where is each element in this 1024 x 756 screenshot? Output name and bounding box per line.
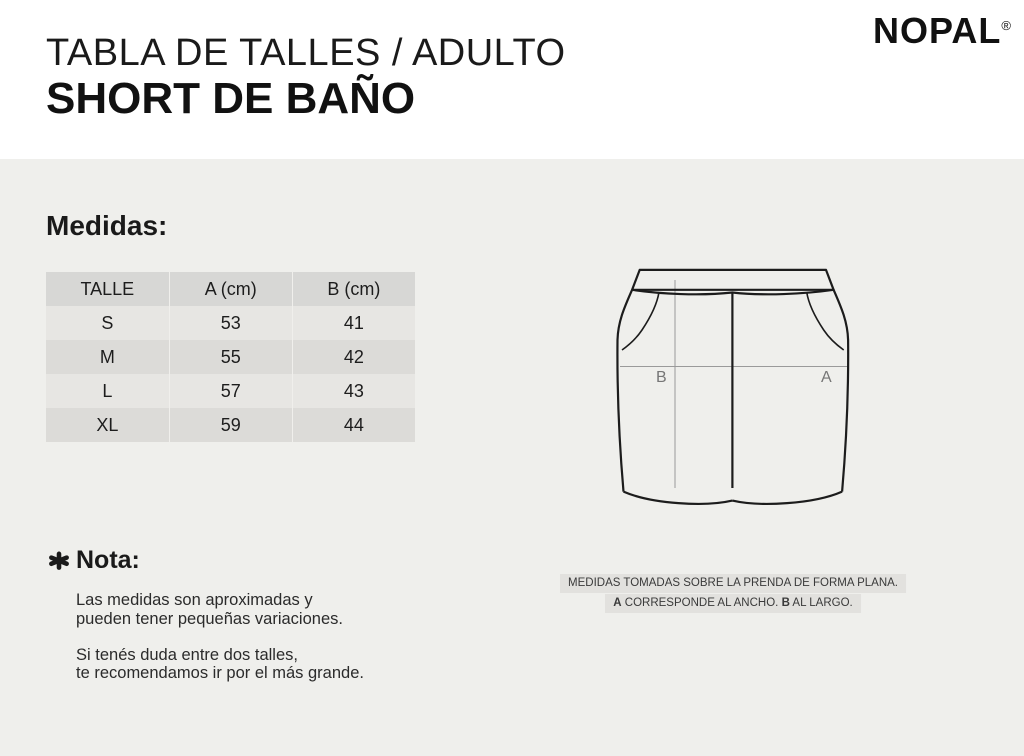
svg-text:A: A: [821, 369, 832, 386]
svg-text:B: B: [656, 369, 667, 386]
